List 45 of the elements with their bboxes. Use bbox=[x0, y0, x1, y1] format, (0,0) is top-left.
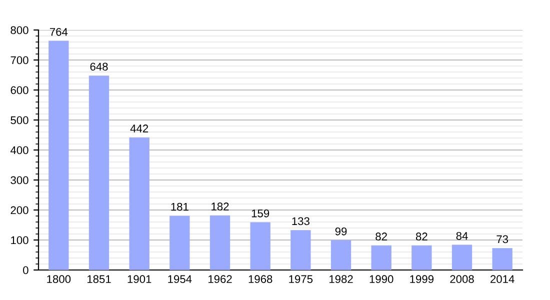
y-tick-label: 200 bbox=[10, 206, 28, 214]
bar bbox=[492, 248, 512, 270]
x-tick-label: 2014 bbox=[490, 275, 514, 284]
x-tick-label: 1901 bbox=[128, 275, 152, 284]
x-tick-label: 1962 bbox=[208, 275, 232, 284]
y-tick-label: 700 bbox=[10, 56, 28, 64]
data-label: 764 bbox=[50, 28, 68, 36]
data-label: 182 bbox=[212, 202, 229, 210]
bar bbox=[170, 216, 190, 270]
bar bbox=[250, 222, 270, 270]
bar bbox=[371, 245, 392, 270]
data-label: 84 bbox=[456, 232, 468, 240]
x-tick-label: 1990 bbox=[370, 275, 394, 284]
data-label: 133 bbox=[292, 217, 310, 226]
bar bbox=[290, 230, 311, 270]
bar bbox=[210, 215, 230, 270]
y-tick-label: 0 bbox=[23, 266, 28, 274]
y-tick-label: 100 bbox=[11, 236, 28, 244]
y-tick-label: 500 bbox=[10, 116, 28, 124]
bar bbox=[88, 76, 110, 270]
data-label: 159 bbox=[252, 209, 270, 218]
data-label: 442 bbox=[130, 124, 148, 132]
y-tick-label: 800 bbox=[10, 26, 28, 34]
y-tick-label: 400 bbox=[10, 146, 28, 154]
data-label: 648 bbox=[90, 62, 108, 71]
x-tick-label: 1982 bbox=[329, 275, 353, 284]
data-label: 82 bbox=[416, 232, 428, 240]
x-tick-label: 1851 bbox=[87, 275, 111, 284]
bar bbox=[452, 244, 472, 270]
x-tick-label: 1975 bbox=[289, 275, 313, 284]
x-tick-label: 2008 bbox=[450, 275, 474, 284]
y-tick-label: 600 bbox=[10, 86, 28, 94]
x-tick-label: 1968 bbox=[248, 275, 272, 284]
x-tick-label: 1954 bbox=[168, 275, 192, 284]
data-label: 99 bbox=[335, 227, 347, 236]
bar bbox=[129, 137, 150, 270]
data-label: 181 bbox=[171, 202, 188, 211]
data-label: 82 bbox=[376, 232, 387, 240]
x-tick-label: 1999 bbox=[410, 275, 434, 284]
y-tick-label: 300 bbox=[10, 176, 28, 184]
data-label: 73 bbox=[496, 235, 508, 244]
bar bbox=[412, 245, 432, 270]
x-tick-label: 1800 bbox=[47, 275, 71, 284]
bar bbox=[48, 40, 69, 270]
bar bbox=[330, 240, 352, 270]
